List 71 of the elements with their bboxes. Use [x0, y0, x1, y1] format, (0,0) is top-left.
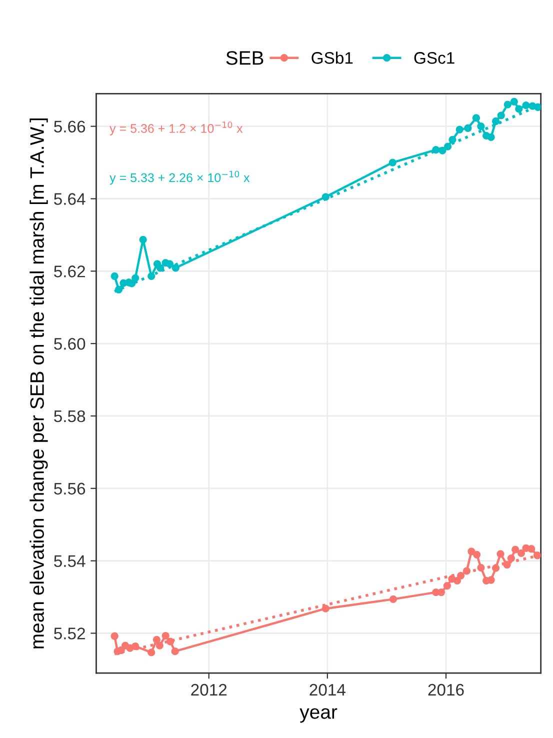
y-tick-label: 5.56	[54, 482, 86, 495]
point	[388, 158, 396, 166]
point	[132, 642, 140, 650]
point	[448, 136, 456, 144]
point	[517, 549, 526, 558]
y-tick-label: 5.66	[54, 120, 86, 133]
point	[432, 146, 440, 154]
point	[522, 101, 530, 110]
point	[462, 567, 471, 575]
point	[487, 133, 495, 141]
y-tick-label: 5.54	[54, 555, 86, 568]
point	[477, 122, 485, 130]
point	[322, 193, 330, 201]
y-tick-label: 5.60	[54, 338, 86, 350]
point	[148, 272, 156, 280]
point	[166, 638, 174, 646]
point	[507, 554, 516, 562]
point	[496, 550, 504, 558]
point	[504, 100, 512, 108]
x-tick-label: 2014	[310, 684, 346, 696]
point	[503, 560, 511, 569]
y-tick-label: 5.58	[54, 410, 86, 422]
x-axis-title: year	[300, 708, 338, 723]
point	[322, 604, 330, 612]
point	[492, 117, 500, 126]
point	[510, 98, 518, 106]
point	[152, 636, 161, 644]
point	[389, 595, 398, 604]
x-tick-label: 2012	[191, 684, 227, 696]
point	[533, 552, 541, 560]
point	[139, 236, 147, 244]
point	[110, 632, 118, 640]
point	[443, 582, 451, 590]
legend-label: GSc1	[414, 52, 454, 64]
point	[148, 648, 156, 656]
point	[472, 114, 480, 122]
point	[456, 572, 465, 580]
point	[464, 124, 472, 132]
point	[438, 146, 446, 154]
point	[166, 260, 174, 268]
point	[515, 105, 523, 113]
annotation: y = 5.36 + 1.2 × 10$^{−10}$ x	[110, 121, 243, 136]
point	[110, 272, 118, 280]
point	[534, 103, 541, 111]
point	[456, 126, 464, 134]
point	[162, 632, 170, 640]
point	[492, 564, 500, 572]
y-tick-label: 5.62	[54, 266, 85, 278]
point	[528, 545, 536, 553]
point	[472, 550, 481, 558]
annotation: y = 5.33 + 2.26 × 10$^{−10}$ x	[110, 170, 250, 185]
legend-title: SEB	[226, 51, 264, 65]
point	[114, 286, 123, 294]
point	[497, 112, 505, 120]
x-tick-label: 2016	[428, 684, 464, 696]
point	[444, 142, 452, 150]
point	[156, 642, 164, 650]
point	[171, 648, 179, 656]
y-tick-label: 5.64	[54, 193, 86, 205]
point	[172, 264, 180, 272]
point	[453, 576, 462, 585]
point	[156, 264, 164, 272]
point	[487, 576, 495, 584]
y-tick-label: 5.52	[54, 628, 85, 640]
legend-label: GSb1	[312, 52, 353, 64]
point	[512, 546, 520, 554]
point	[468, 548, 476, 556]
y-axis-title: mean elevation change per SEB on the tidal marsh [m T.A.W.]	[30, 118, 48, 648]
point	[132, 274, 140, 282]
point	[477, 564, 485, 572]
point	[117, 646, 125, 654]
